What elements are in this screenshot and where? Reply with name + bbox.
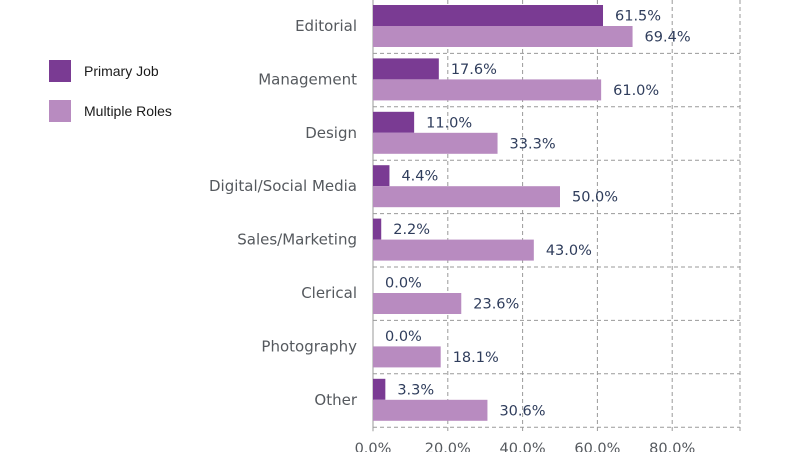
bar-multiple-roles xyxy=(373,132,498,154)
category-label: Clerical xyxy=(301,284,357,302)
data-label: 0.0% xyxy=(385,276,422,292)
data-label: 69.4% xyxy=(645,30,691,46)
data-label: 11.0% xyxy=(426,115,472,131)
bar-primary-job xyxy=(373,165,390,187)
data-label: 0.0% xyxy=(385,329,422,345)
data-label: 43.0% xyxy=(546,243,592,259)
label-layer: 0.0% 20.0% 40.0% 60.0% 80.0% Editorial 61.5% 69… xyxy=(209,9,695,452)
category-label: Design xyxy=(305,124,357,142)
bar-primary-job xyxy=(373,378,386,400)
data-label: 50.0% xyxy=(572,190,618,206)
x-tick-label: 20.0% xyxy=(425,441,471,452)
bar-multiple-roles xyxy=(373,239,534,261)
bar-primary-job xyxy=(373,111,415,133)
category-label: Editorial xyxy=(295,17,357,35)
bar-multiple-roles xyxy=(373,346,441,368)
legend-swatch xyxy=(49,60,71,82)
data-label: 33.3% xyxy=(510,136,556,152)
data-label: 61.0% xyxy=(613,83,659,99)
bar-primary-job xyxy=(373,58,439,80)
bar-multiple-roles xyxy=(373,79,602,101)
bar-layer xyxy=(373,5,633,421)
x-tick-label: 80.0% xyxy=(649,441,695,452)
bar-multiple-roles xyxy=(373,26,633,47)
bar-multiple-roles xyxy=(373,399,488,421)
category-label: Management xyxy=(258,70,357,88)
data-label: 23.6% xyxy=(473,297,519,313)
legend-swatch xyxy=(49,100,71,122)
legend-label: Multiple Roles xyxy=(84,103,172,119)
x-tick-label: 60.0% xyxy=(574,441,620,452)
category-label: Sales/Marketing xyxy=(237,231,357,249)
bar-primary-job xyxy=(373,5,604,26)
bar-multiple-roles xyxy=(373,293,462,314)
category-label: Photography xyxy=(261,337,357,355)
data-label: 4.4% xyxy=(401,169,438,185)
legend: Primary Job Multiple Roles xyxy=(49,60,172,122)
data-label: 18.1% xyxy=(453,350,499,366)
x-tick-label: 40.0% xyxy=(500,441,546,452)
data-label: 17.6% xyxy=(451,62,497,78)
data-label: 3.3% xyxy=(397,382,434,398)
bar-primary-job xyxy=(373,218,382,240)
legend-label: Primary Job xyxy=(84,63,159,79)
category-label: Other xyxy=(314,391,357,409)
data-label: 30.6% xyxy=(499,403,545,419)
bar-multiple-roles xyxy=(373,186,560,208)
category-label: Digital/Social Media xyxy=(209,177,357,195)
data-label: 2.2% xyxy=(393,222,430,238)
data-label: 61.5% xyxy=(615,9,661,25)
x-tick-label: 0.0% xyxy=(355,441,392,452)
